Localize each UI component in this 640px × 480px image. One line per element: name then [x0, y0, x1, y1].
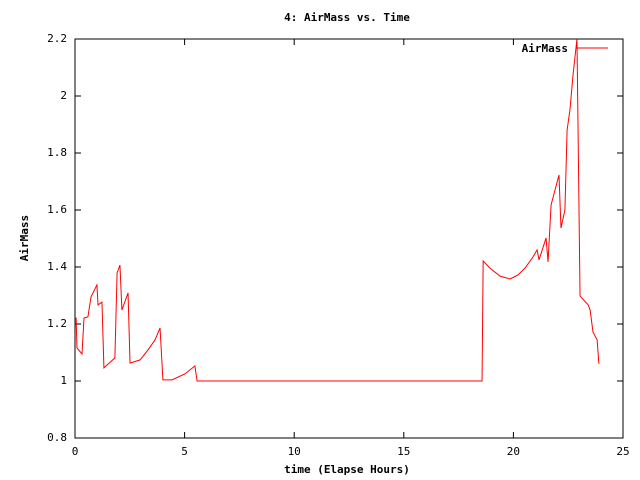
x-tick-label: 15: [397, 445, 410, 458]
y-tick-label: 2.2: [47, 32, 67, 45]
x-tick-label: 0: [72, 445, 79, 458]
x-tick-label: 5: [181, 445, 188, 458]
y-tick-label: 1.4: [47, 260, 67, 273]
y-tick-label: 1: [60, 374, 67, 387]
chart-title: 4: AirMass vs. Time: [284, 11, 410, 24]
y-tick-label: 1.8: [47, 146, 67, 159]
data-line: [75, 38, 600, 382]
y-tick-label: 0.8: [47, 431, 67, 444]
x-tick-label: 20: [507, 445, 520, 458]
y-axis-label: AirMass: [18, 215, 31, 261]
y-tick-label: 2: [60, 89, 67, 102]
plot-border: [74, 38, 624, 439]
x-tick-label: 10: [288, 445, 301, 458]
x-axis-label: time (Elapse Hours): [284, 463, 410, 476]
y-tick-label: 1.6: [47, 203, 67, 216]
x-tick-label: 25: [616, 445, 629, 458]
legend-label: AirMass: [522, 42, 568, 55]
y-tick-label: 1.2: [47, 317, 67, 330]
